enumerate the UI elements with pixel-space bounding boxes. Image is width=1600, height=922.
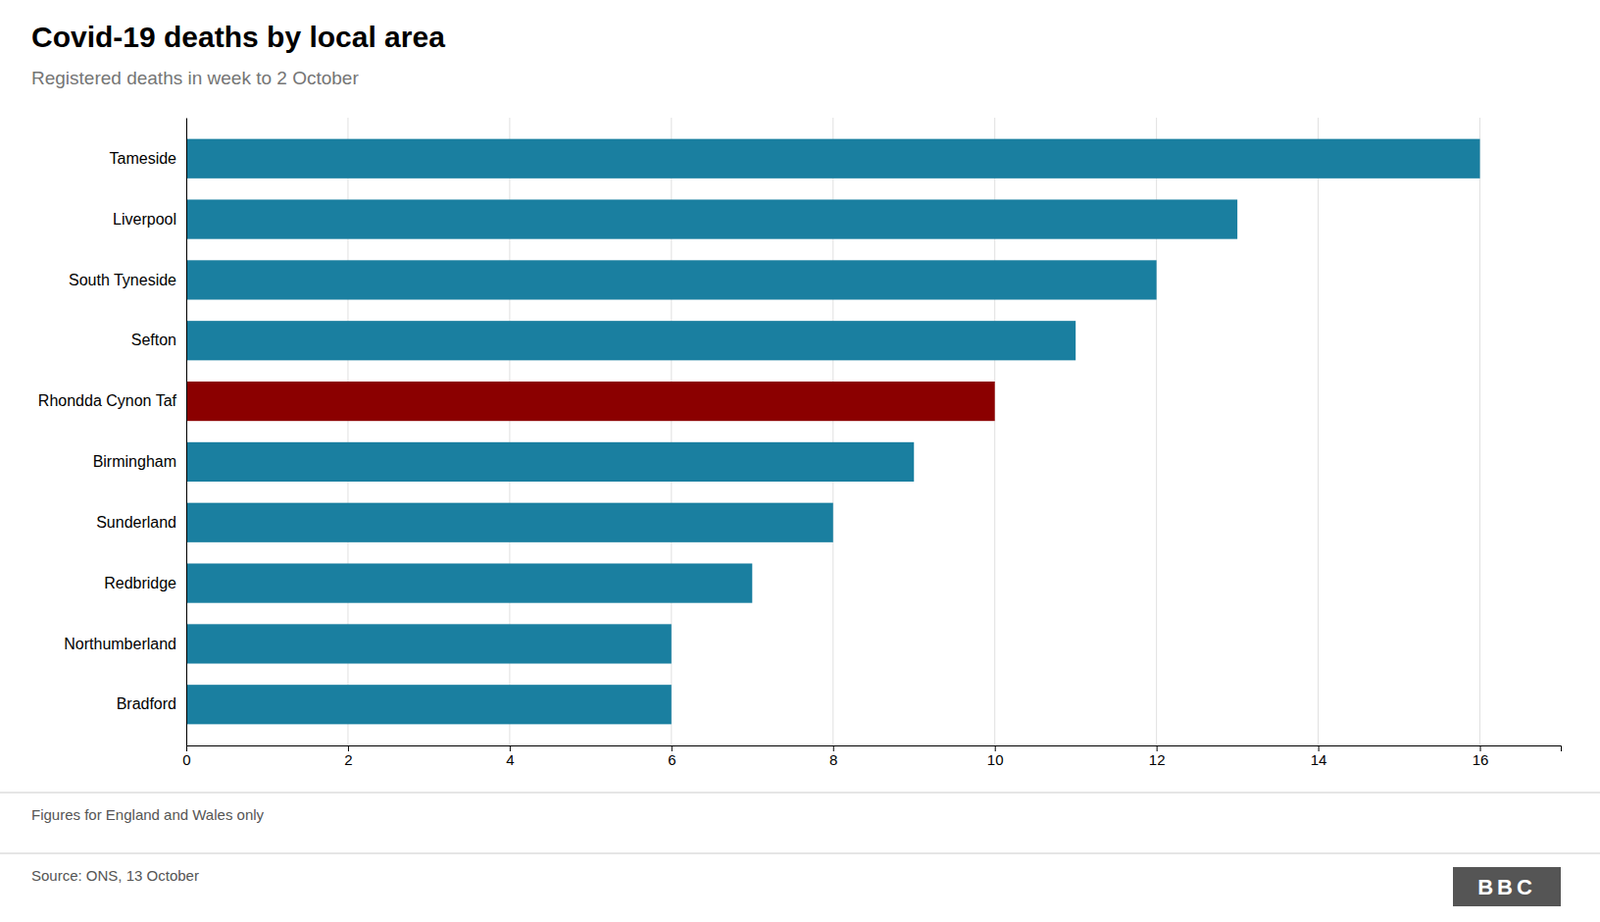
plot: 0 2 4 6 8 10 12 14 16 Tameside Liverpool South Tyne… [38,117,1562,768]
bar [186,442,914,482]
y-tick-label: Tameside [109,150,178,167]
subtitle: Registered deaths in week to 2 October [31,67,359,89]
x-tick: 14 [1310,745,1328,768]
y-tick: Bradford [116,695,187,712]
y-tick-label: South Tyneside [68,271,177,289]
y-tick-label: Northumberland [63,635,177,652]
x-tick: 16 [1472,745,1490,768]
bar [186,139,1481,179]
y-tick: Tameside [109,150,187,167]
y-tick: Birmingham [93,452,187,470]
y-tick-label: Birmingham [93,452,177,470]
bar [186,199,1238,239]
x-tick-label: 12 [1149,750,1166,768]
bar [186,502,834,543]
x-tick: 2 [344,745,352,768]
x-tick-label: 16 [1472,750,1490,768]
x-tick: 0 [182,745,191,768]
y-tick-label: Bradford [116,695,177,712]
grid-line [186,117,188,746]
source: Source: ONS, 13 October [31,866,200,884]
y-tick: Sefton [131,331,187,349]
x-axis: 0 2 4 6 8 10 12 14 16 [182,745,1561,768]
y-tick-label: Redbridge [103,574,177,592]
y-tick-label: Liverpool [112,210,177,228]
bar [186,623,672,663]
x-tick-label: 4 [505,750,514,768]
x-tick-label: 14 [1310,750,1328,768]
y-tick: Liverpool [112,210,187,228]
y-tick: Sunderland [96,513,187,531]
background [0,0,1600,922]
bar [186,259,1157,300]
bar [186,381,996,421]
x-tick: 8 [829,745,838,768]
y-tick-label: Sunderland [96,513,177,531]
x-tick-label: 10 [987,750,1004,768]
y-tick: Redbridge [103,574,187,592]
separator [0,792,1600,794]
y-tick-label: Rhondda Cynon Taf [38,392,178,409]
y-tick: Rhondda Cynon Taf [38,392,187,409]
y-tick: Northumberland [63,635,187,652]
grid-line [1317,117,1319,746]
y-tick: South Tyneside [68,271,187,289]
x-tick: 12 [1149,745,1166,768]
bars [186,139,1481,725]
bar [186,684,672,724]
logo: BBC [1477,874,1537,900]
logo-box [1452,866,1561,906]
x-tick: 6 [667,745,676,768]
x-tick-label: 8 [829,750,838,768]
y-axis: Tameside Liverpool South Tyneside Sefton Rho… [38,118,188,747]
footnote: Figures for England and Wales only [31,805,265,823]
x-tick-label: 0 [182,750,191,768]
y-tick-label: Sefton [131,331,177,349]
x-tick-label: 6 [667,750,676,768]
x-axis-line [187,746,1562,752]
x-tick-label: 2 [344,750,352,768]
x-tick: 4 [505,745,514,768]
bar [186,562,752,602]
x-tick: 10 [987,745,1004,768]
grid-line [1479,117,1481,746]
title: Covid-19 deaths by local area [31,20,446,53]
y-axis-line [186,118,188,747]
chart-svg: Covid-19 deaths by local area Registered … [0,0,1600,922]
bar [186,320,1076,360]
separator [0,852,1600,854]
grid [186,117,1481,746]
